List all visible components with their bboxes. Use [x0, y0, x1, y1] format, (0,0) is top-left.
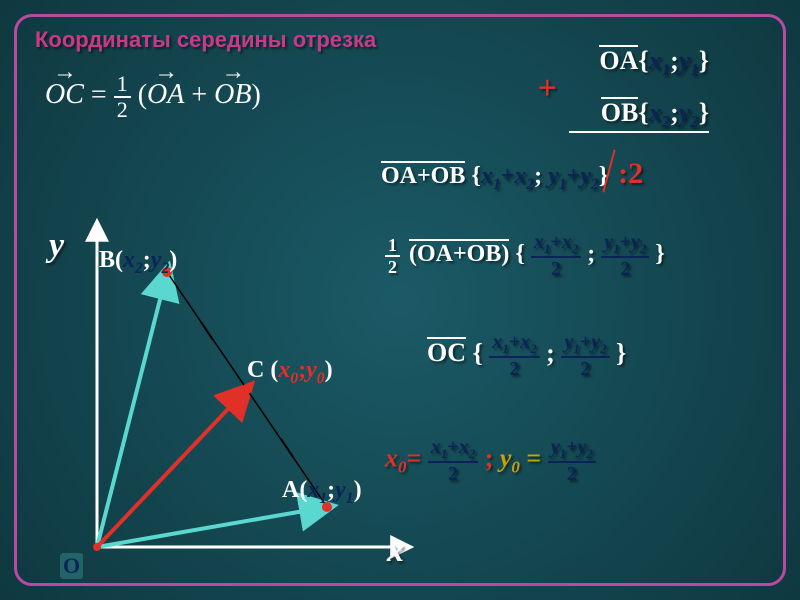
underline	[569, 131, 709, 133]
eq-oc-coords: OC { x1+x2 2 ; y1+y2 2 }	[427, 332, 626, 379]
eq-half-sum: 1 2 (OA+OB) { x1+x2 2 ; y1+y2 2 }	[385, 232, 665, 279]
point-b-label: B(x2;y2)	[99, 247, 177, 278]
divide-by-2: :2	[618, 157, 643, 190]
vec-oc: OC	[45, 79, 84, 111]
plus-sign: +	[538, 70, 557, 108]
vec-oa: OA	[147, 79, 184, 111]
equation-panel: OA{x1;y1} + OB{x2;y2} OA+OB {x1+x2; y1+y…	[387, 37, 767, 597]
eq-ob: OB{x2;y2}	[601, 97, 709, 132]
page-title: Координаты середины отрезка	[35, 27, 376, 53]
origin-label: O	[60, 553, 83, 579]
eq-oa: OA{x1;y1}	[599, 45, 709, 80]
eq-final: x0= x1+x2 2 ; y0 = y1+y2 2	[385, 437, 596, 484]
vec-ob: OB	[214, 79, 251, 111]
formula-oc-half: OC = 1 2 (OA + OB)	[45, 73, 261, 133]
point-c-label: C (x0;y0)	[247, 357, 333, 388]
eq-sum: OA+OB {x1+x2; y1+y2} :2	[381, 157, 643, 194]
point-a-label: A(x1;y1)	[282, 477, 362, 508]
coordinate-chart	[37, 217, 417, 587]
y-axis-label: y	[49, 227, 64, 265]
